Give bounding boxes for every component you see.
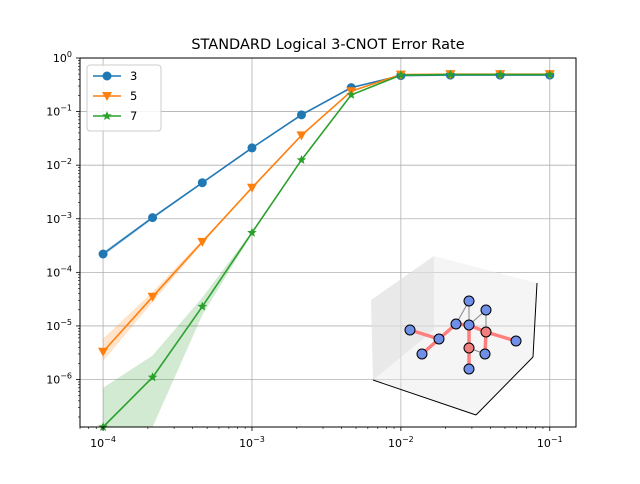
qubit-lattice-inset xyxy=(371,256,538,416)
line-series-3 xyxy=(102,74,550,255)
chart-title: STANDARD Logical 3-CNOT Error Rate xyxy=(191,37,464,53)
inset-axis-y xyxy=(475,356,534,416)
inset-qubit xyxy=(479,348,491,360)
legend-label-5: 5 xyxy=(130,89,137,103)
y-tick-label: 10−3 xyxy=(46,211,72,226)
point-series-5 xyxy=(246,183,257,193)
point-series-7 xyxy=(545,69,555,79)
inset-qubit xyxy=(404,324,416,336)
x-tick-label: 10−2 xyxy=(388,435,414,450)
inset-qubit xyxy=(416,348,428,360)
legend-label-7: 7 xyxy=(130,109,137,123)
point-series-7 xyxy=(197,301,208,311)
inset-pane xyxy=(371,256,537,415)
point-series-7 xyxy=(396,70,406,80)
legend-marker-3 xyxy=(102,71,112,81)
legend-marker-5 xyxy=(102,92,112,101)
axes: 10−4 10−3 10−2 10−1 10−6 10−5 10−4 10−3 10−2 10−1… xyxy=(46,50,577,450)
inset-qubit xyxy=(510,335,522,347)
inset-axis-x xyxy=(372,379,477,416)
series-markers xyxy=(98,69,555,432)
inset-qubit xyxy=(463,319,475,331)
legend-marker-7 xyxy=(102,111,112,121)
point-series-7 xyxy=(247,227,257,237)
legend-box xyxy=(86,64,162,132)
y-tick-label: 10−6 xyxy=(46,372,72,387)
point-series-5 xyxy=(98,347,109,357)
inset-qubit xyxy=(480,304,492,316)
series-lines xyxy=(102,73,550,427)
inset-qubit xyxy=(463,363,475,375)
inset-qubit xyxy=(450,318,462,330)
x-tick-label: 10−4 xyxy=(90,435,116,450)
point-series-7 xyxy=(147,372,158,382)
x-tick-label: 10−3 xyxy=(239,435,265,450)
point-series-3 xyxy=(296,110,306,120)
point-series-7 xyxy=(445,69,456,79)
inset-qubit xyxy=(463,295,475,307)
confidence-bands xyxy=(103,74,550,427)
inset-qubit xyxy=(463,342,475,354)
point-series-5 xyxy=(147,292,158,302)
inset-pane-side xyxy=(371,256,434,380)
point-series-3 xyxy=(197,178,207,188)
point-series-3 xyxy=(247,143,257,153)
legend-label-3: 3 xyxy=(130,69,137,83)
x-tick-label: 10−1 xyxy=(537,435,563,450)
point-series-7 xyxy=(296,154,307,165)
band-series-7 xyxy=(103,74,550,427)
y-tick-label: 100 xyxy=(53,50,72,65)
y-tick-label: 10−1 xyxy=(46,104,72,119)
point-series-3 xyxy=(98,249,108,259)
band-series-3 xyxy=(103,74,550,257)
inset-qubit xyxy=(433,333,445,345)
point-series-7 xyxy=(346,89,356,99)
y-tick-label: 10−2 xyxy=(46,157,72,172)
inset-qubit xyxy=(480,326,492,338)
line-series-7 xyxy=(102,73,550,427)
point-series-5 xyxy=(296,131,307,141)
inset-axis-z xyxy=(532,282,538,358)
point-series-3 xyxy=(148,213,158,223)
y-tick-label: 10−5 xyxy=(46,318,72,333)
legend: 3 5 7 xyxy=(86,64,162,132)
point-series-7 xyxy=(495,69,505,79)
axes-frame xyxy=(79,57,577,428)
point-series-5 xyxy=(197,237,208,247)
y-tick-label: 10−4 xyxy=(46,264,72,279)
